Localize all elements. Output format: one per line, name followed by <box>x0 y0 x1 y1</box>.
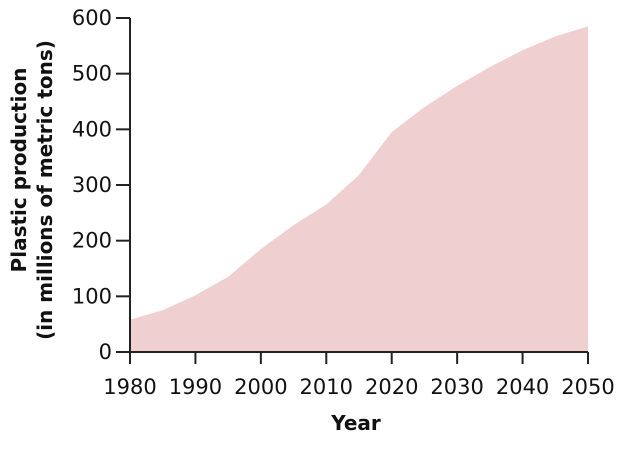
x-axis: 1980 1990 2000 2010 2020 2030 2040 2050 <box>103 351 615 399</box>
x-tick-label: 2020 <box>365 375 418 399</box>
y-tick-label: 200 <box>72 229 112 253</box>
y-tick-label: 100 <box>72 284 112 308</box>
x-axis-title: Year <box>330 411 381 435</box>
y-tick-label: 400 <box>72 117 112 141</box>
y-tick-label: 300 <box>72 173 112 197</box>
y-axis: 0 100 200 300 400 500 600 <box>72 6 131 364</box>
x-tick-label: 2010 <box>300 375 353 399</box>
y-tick-label: 600 <box>72 6 112 30</box>
y-axis-title-line1: Plastic production <box>7 68 31 273</box>
x-tick-label: 1990 <box>169 375 222 399</box>
y-axis-title: Plastic production (in millions of metri… <box>7 40 57 340</box>
x-tick-label: 2030 <box>430 375 483 399</box>
y-tick-label: 500 <box>72 62 112 86</box>
y-tick-label: 0 <box>99 340 112 364</box>
x-tick-label: 2000 <box>234 375 287 399</box>
production-area <box>130 26 588 352</box>
x-tick-label: 2040 <box>496 375 549 399</box>
x-tick-label: 1980 <box>103 375 156 399</box>
x-tick-label: 2050 <box>561 375 614 399</box>
y-axis-title-line2: (in millions of metric tons) <box>33 40 57 340</box>
